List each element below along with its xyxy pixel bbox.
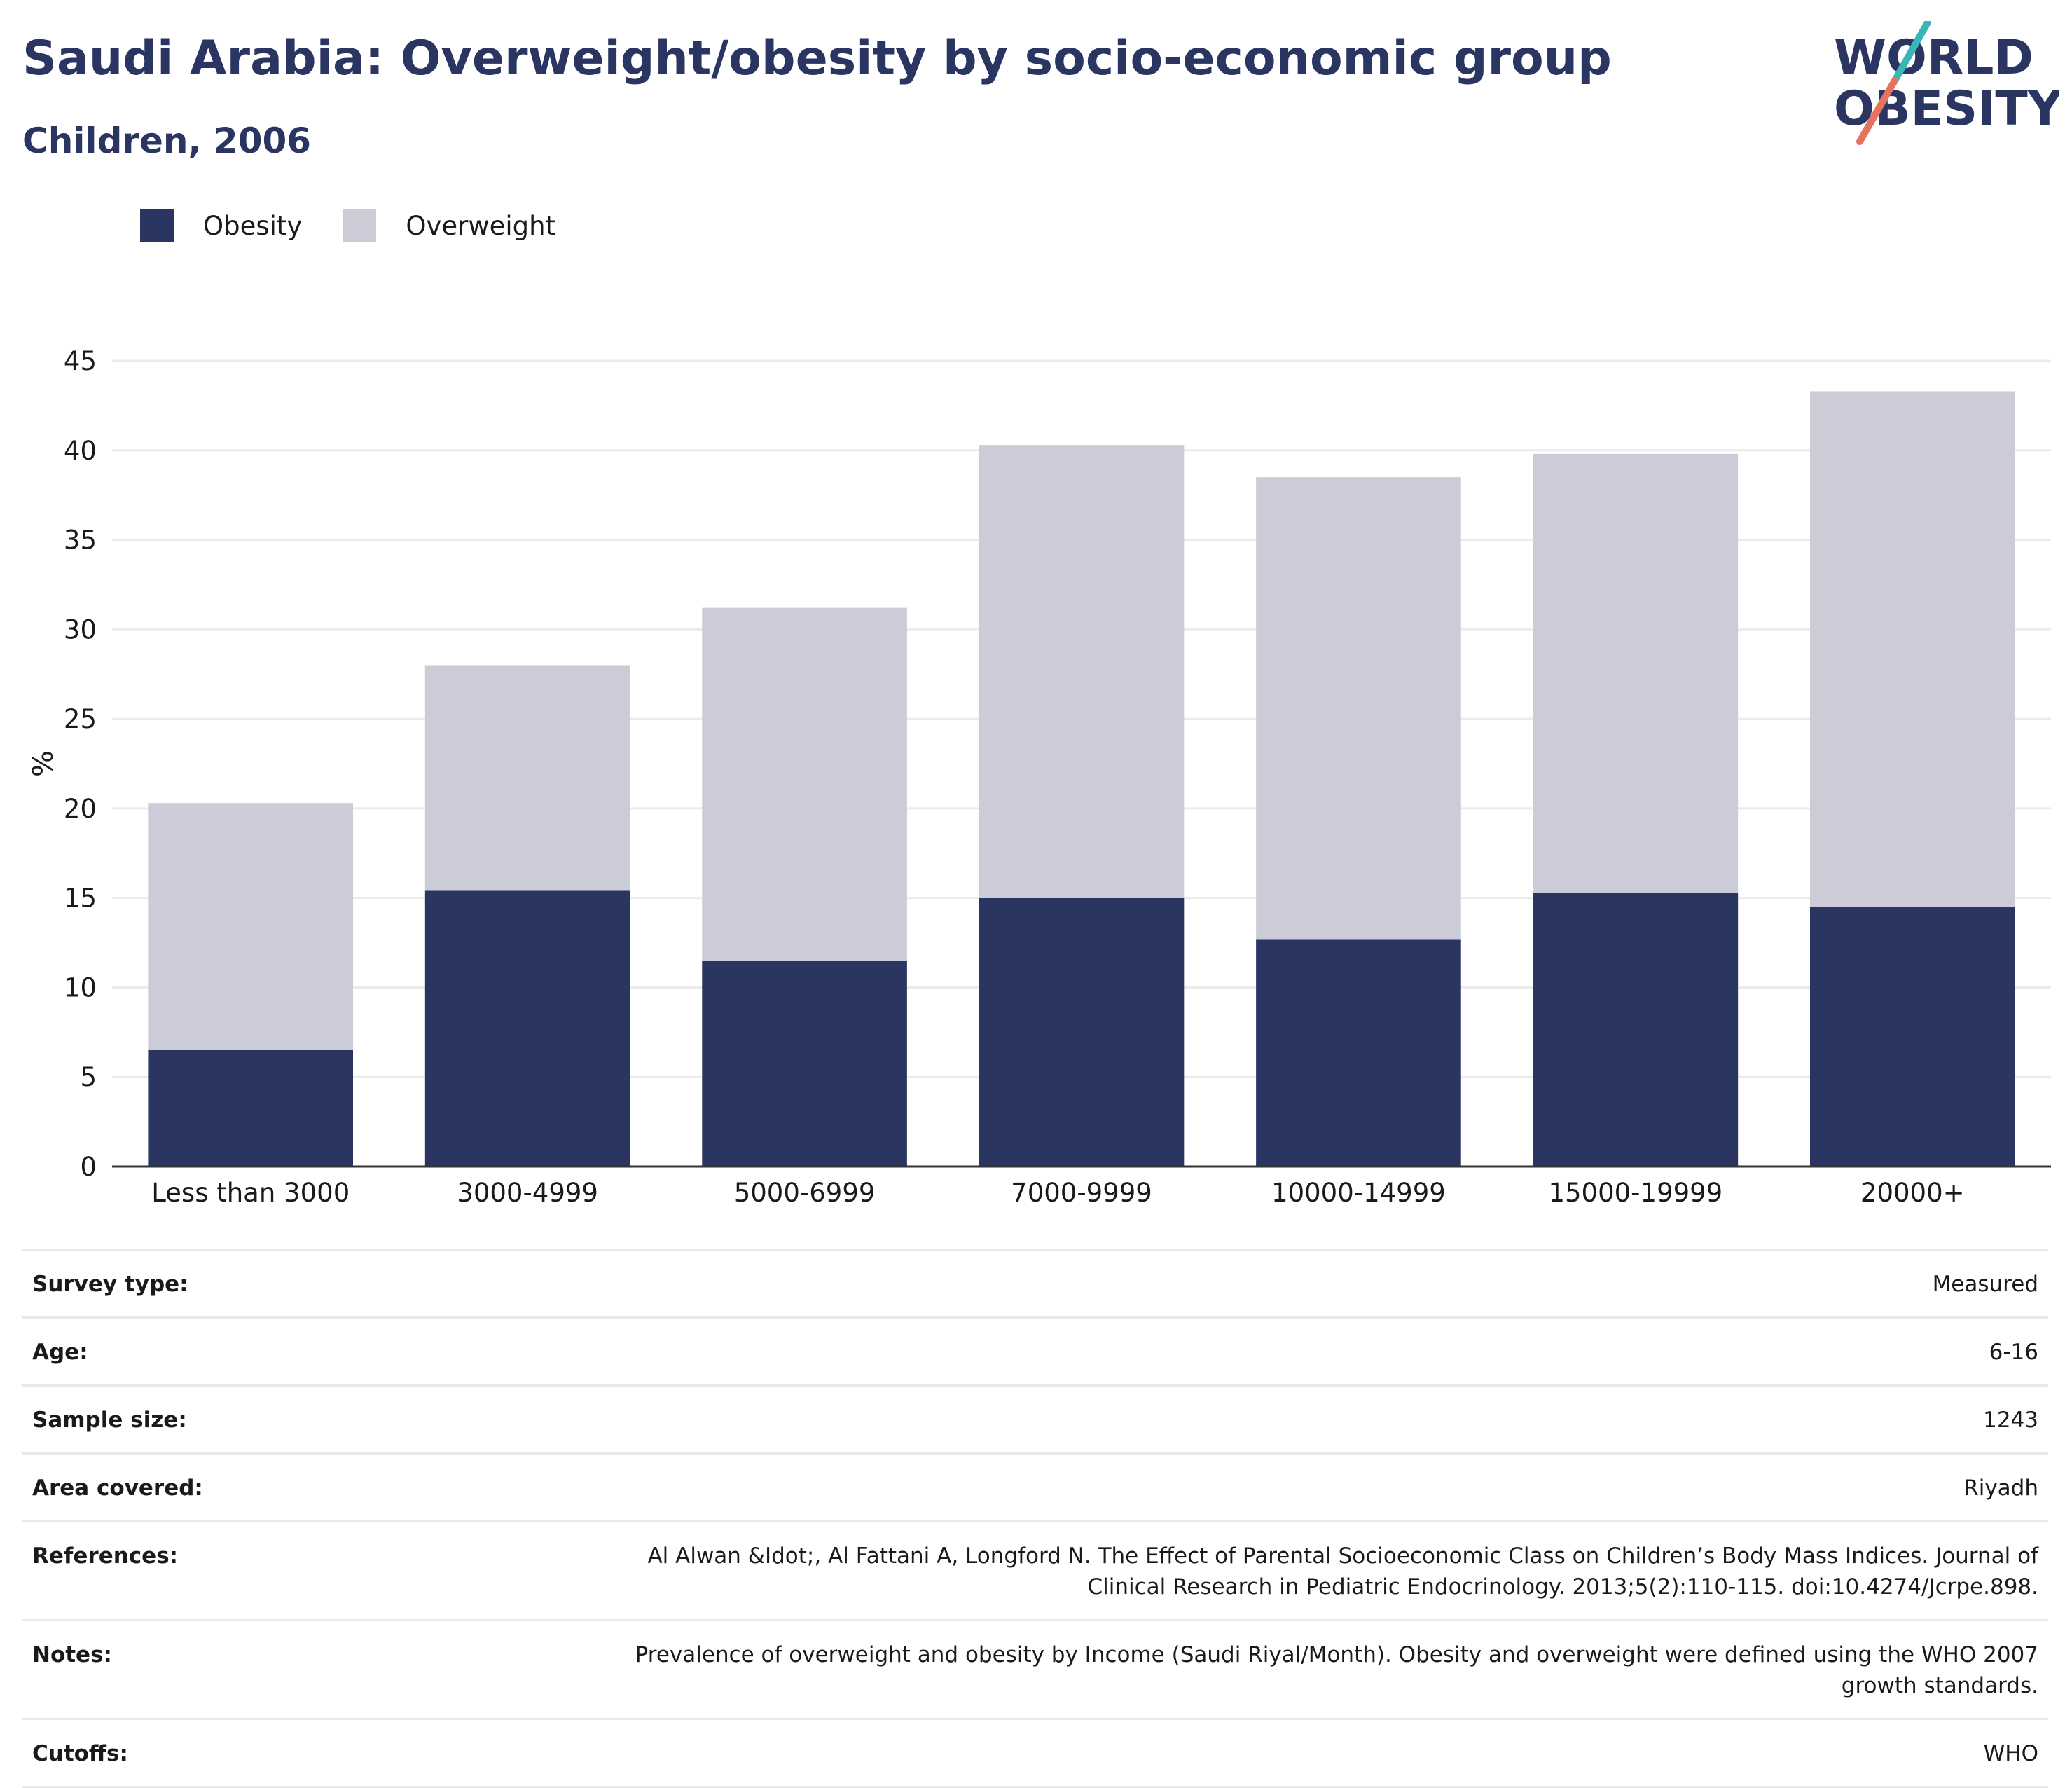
details-key: Area covered: [32, 1476, 203, 1501]
details-value: WHO [1983, 1741, 2038, 1766]
bar-overweight-1 [424, 665, 630, 891]
logo-text-world: WORLD [1834, 30, 2033, 85]
chart-title: Saudi Arabia: Overweight/obesity by soci… [22, 31, 1612, 86]
x-tick-label: 5000-6999 [734, 1178, 876, 1205]
y-tick-label: 30 [64, 614, 97, 645]
bar-obesity-1 [424, 890, 630, 1167]
y-tick-label: 45 [64, 346, 97, 376]
details-row: Notes: Prevalence of overweight and obesi… [22, 1619, 2048, 1718]
legend-item-obesity[interactable]: Obesity [140, 209, 302, 242]
bar-overweight-4 [1256, 477, 1461, 940]
details-key: Survey type: [32, 1272, 188, 1297]
y-tick-label: 0 [80, 1152, 97, 1182]
details-key: Cutoffs: [32, 1741, 128, 1766]
y-tick-label: 10 [64, 972, 97, 1003]
chart-subtitle: Children, 2006 [22, 121, 312, 161]
bar-obesity-2 [702, 961, 907, 1167]
stacked-bar-chart: 0 5 10 15 20 25 30 35 40 45% Less than 3000 3000-49… [27, 346, 2051, 1205]
bar-overweight-5 [1533, 453, 1739, 893]
y-tick-label: 40 [64, 436, 97, 466]
x-tick-label: 20000+ [1860, 1178, 1965, 1205]
bar-overweight-6 [1809, 391, 2015, 907]
bar-obesity-4 [1256, 939, 1461, 1167]
x-tick-label: 10000-14999 [1271, 1178, 1446, 1205]
x-tick-label: 15000-19999 [1548, 1178, 1722, 1205]
y-tick-label: 35 [64, 525, 97, 556]
details-key: References: [32, 1543, 179, 1569]
x-tick-label: Less than 3000 [151, 1178, 350, 1205]
details-row: Sample size: 1243 [22, 1384, 2048, 1452]
y-tick-label: 25 [64, 704, 97, 734]
legend: Obesity Overweight [140, 209, 596, 242]
details-row: Age: 6-16 [22, 1316, 2048, 1384]
details-key: Age: [32, 1340, 88, 1365]
bar-obesity-3 [979, 898, 1185, 1167]
bar-overweight-0 [148, 803, 354, 1050]
details-value: 6-16 [1989, 1340, 2038, 1365]
bar-obesity-0 [148, 1050, 354, 1167]
details-value: 1243 [1983, 1408, 2038, 1433]
x-tick-label: 7000-9999 [1011, 1178, 1152, 1205]
y-tick-label: 15 [64, 883, 97, 914]
legend-label-obesity: Obesity [203, 210, 303, 241]
details-row: Area covered: Riyadh [22, 1452, 2048, 1520]
details-row: References: Al Alwan &Idot;, Al Fattani A… [22, 1520, 2048, 1619]
bar-overweight-2 [702, 607, 907, 961]
details-value: Riyadh [1963, 1476, 2038, 1501]
details-row: Survey type: Measured [22, 1249, 2048, 1316]
bar-obesity-5 [1533, 893, 1739, 1167]
world-obesity-logo: WORLD OBESITY [1834, 21, 2059, 145]
y-axis-label: % [27, 750, 60, 777]
legend-swatch-obesity [140, 209, 174, 242]
logo-coral-slash [1856, 77, 1898, 145]
bar-overweight-3 [979, 445, 1185, 898]
legend-label-overweight: Overweight [406, 210, 556, 241]
y-tick-label: 20 [64, 794, 97, 824]
y-tick-label: 5 [80, 1062, 97, 1092]
details-value: Prevalence of overweight and obesity by … [635, 1642, 2038, 1698]
details-value: Al Alwan &Idot;, Al Fattani A, Longford … [647, 1543, 2038, 1600]
details-row: Cutoffs: WHO [22, 1718, 2048, 1788]
bar-obesity-6 [1809, 907, 2015, 1167]
details-key: Sample size: [32, 1408, 187, 1433]
details-key: Notes: [32, 1642, 112, 1667]
x-tick-label: 3000-4999 [457, 1178, 598, 1205]
legend-item-overweight[interactable]: Overweight [343, 209, 555, 242]
survey-details-table: Survey type: Measured Age: 6-16 Sample size:… [22, 1249, 2048, 1788]
logo-teal-slash [1891, 21, 1931, 84]
legend-swatch-overweight [343, 209, 377, 242]
details-value: Measured [1932, 1272, 2038, 1297]
